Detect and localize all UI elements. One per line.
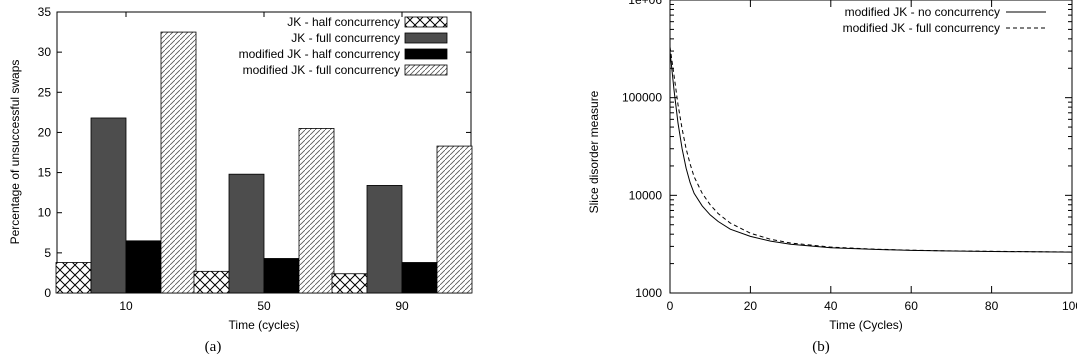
line-chart-b-y-axis-label: Slice disorder measure [587, 90, 601, 213]
legend-label: modified JK - half concurrency [239, 47, 400, 61]
y-tick-label: 25 [38, 85, 52, 99]
legend-label: JK - full concurrency [291, 31, 400, 45]
bar [331, 273, 368, 294]
line-chart-b-x-ticks: 0 20 40 60 80 100 [667, 0, 1077, 313]
bar [401, 262, 438, 294]
y-tick-label: 5 [44, 246, 51, 260]
bar [298, 128, 335, 294]
bar [193, 270, 230, 294]
bar-chart-a-x-axis-label: Time (cycles) [229, 318, 300, 332]
x-tick-label: 100 [1062, 299, 1077, 313]
y-tick-label: 0 [44, 286, 51, 300]
legend-swatch [404, 16, 448, 28]
legend-swatch [404, 64, 448, 76]
y-tick-label: 10 [38, 206, 52, 220]
x-tick-label: 90 [395, 299, 409, 313]
series-line-dashed [669, 46, 1073, 253]
legend-label: modified JK - no concurrency [845, 5, 1000, 19]
bar-chart-a-x-ticks: 10 50 90 [119, 12, 409, 313]
line-chart-b-frame [669, 0, 1073, 294]
x-tick-label: 80 [985, 299, 999, 313]
bar [160, 31, 197, 294]
y-tick-label: 35 [38, 5, 52, 19]
x-tick-label: 0 [667, 299, 674, 313]
bar-chart-a-y-axis-label: Percentage of unsuccessful swaps [8, 60, 22, 245]
bar [55, 262, 92, 294]
bar [366, 185, 403, 294]
bar-chart-a-caption: (a) [205, 339, 222, 355]
legend-label: modified JK - full concurrency [243, 63, 400, 77]
bar [228, 173, 265, 294]
line-chart-b-x-axis-label: Time (Cycles) [829, 318, 903, 332]
line-chart-b-legend: modified JK - no concurrency modified JK … [843, 5, 1046, 35]
x-tick-label: 20 [744, 299, 758, 313]
bar-chart-a-bars [55, 31, 473, 294]
y-tick-label: 1e+06 [628, 0, 662, 7]
line-chart-b: 1000 10000 100000 1e+06 0 20 40 60 80 100 modifi… [587, 0, 1077, 355]
bar [263, 258, 300, 294]
x-tick-label: 50 [257, 299, 271, 313]
y-tick-label: 15 [38, 166, 52, 180]
legend-swatch [404, 32, 448, 44]
line-chart-b-series [669, 46, 1073, 253]
y-tick-label: 10000 [629, 188, 663, 202]
legend-label: modified JK - full concurrency [843, 21, 1000, 35]
bar [90, 117, 127, 294]
y-tick-label: 30 [38, 45, 52, 59]
bar-chart-a-legend: JK - half concurrency JK - full concurren… [239, 15, 448, 77]
line-chart-b-caption: (b) [812, 339, 830, 355]
bar [436, 145, 473, 294]
bar [125, 240, 162, 294]
series-line-solid [669, 51, 1073, 253]
legend-swatch [404, 48, 448, 60]
legend-label: JK - half concurrency [287, 15, 400, 29]
y-tick-label: 100000 [622, 91, 662, 105]
line-chart-b-y-ticks: 1000 10000 100000 1e+06 [622, 0, 1072, 300]
x-tick-label: 60 [905, 299, 919, 313]
x-tick-label: 10 [119, 299, 133, 313]
y-tick-label: 1000 [635, 286, 662, 300]
y-tick-label: 20 [38, 125, 52, 139]
bar-chart-a: 0 5 10 15 20 25 30 35 10 50 90 JK - half concurre… [8, 5, 473, 355]
x-tick-label: 40 [824, 299, 838, 313]
